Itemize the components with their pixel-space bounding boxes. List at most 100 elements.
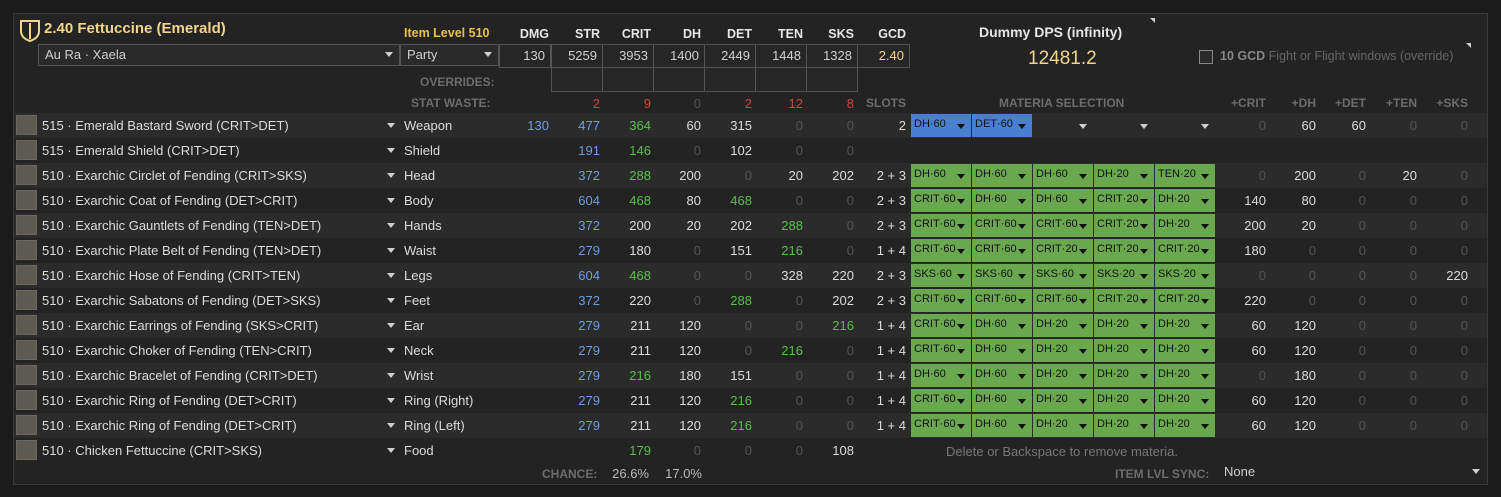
materia-select[interactable]: DH·20 bbox=[1155, 364, 1215, 387]
materia-select[interactable]: CRIT·60 bbox=[972, 239, 1032, 262]
materia-select[interactable]: DH·60 bbox=[972, 364, 1032, 387]
materia-select[interactable]: DH·60 bbox=[972, 414, 1032, 437]
materia-select[interactable]: DH·20 bbox=[1155, 339, 1215, 362]
override-input-sks[interactable] bbox=[806, 68, 858, 92]
materia-select[interactable]: DH·20 bbox=[1094, 164, 1154, 187]
materia-select[interactable]: DH·20 bbox=[1033, 414, 1093, 437]
materia-select[interactable]: DH·60 bbox=[1033, 164, 1093, 187]
chevron-down-icon[interactable] bbox=[387, 348, 395, 353]
materia-select[interactable]: DH·60 bbox=[911, 364, 971, 387]
materia-select[interactable]: DH·20 bbox=[1033, 314, 1093, 337]
materia-select[interactable]: DH·60 bbox=[972, 164, 1032, 187]
materia-select[interactable]: CRIT·20 bbox=[1094, 239, 1154, 262]
chevron-down-icon[interactable] bbox=[387, 248, 395, 253]
materia-select[interactable]: CRIT·20 bbox=[1094, 214, 1154, 237]
materia-select[interactable]: DH·60 bbox=[911, 164, 971, 187]
materia-select[interactable]: TEN·20 bbox=[1155, 164, 1215, 187]
item-name-select[interactable]: 510 · Exarchic Coat of Fending (DET>CRIT… bbox=[42, 193, 298, 208]
override-input-str[interactable] bbox=[551, 68, 603, 92]
materia-select[interactable]: SKS·20 bbox=[1094, 264, 1154, 287]
materia-select[interactable]: CRIT·60 bbox=[972, 214, 1032, 237]
materia-select[interactable]: CRIT·60 bbox=[911, 389, 971, 412]
chevron-down-icon[interactable] bbox=[387, 423, 395, 428]
item-name-select[interactable]: 510 · Exarchic Ring of Fending (DET>CRIT… bbox=[42, 393, 297, 408]
materia-select[interactable]: DH·20 bbox=[1033, 339, 1093, 362]
chevron-down-icon[interactable] bbox=[387, 198, 395, 203]
materia-select[interactable]: CRIT·60 bbox=[911, 414, 971, 437]
chevron-down-icon[interactable] bbox=[387, 373, 395, 378]
item-name-select[interactable]: 510 · Chicken Fettuccine (CRIT>SKS) bbox=[42, 443, 262, 458]
materia-select[interactable]: CRIT·60 bbox=[911, 314, 971, 337]
item-name-select[interactable]: 510 · Exarchic Circlet of Fending (CRIT>… bbox=[42, 168, 307, 183]
materia-select[interactable]: CRIT·60 bbox=[911, 214, 971, 237]
party-select[interactable]: Party bbox=[400, 44, 499, 66]
item-level-sync-select[interactable]: None bbox=[1218, 462, 1486, 484]
gcd-override-checkbox[interactable] bbox=[1199, 50, 1213, 64]
materia-select[interactable]: SKS·20 bbox=[1155, 264, 1215, 287]
materia-select[interactable]: DH·20 bbox=[1155, 314, 1215, 337]
materia-select[interactable]: CRIT·20 bbox=[1094, 289, 1154, 312]
item-name-select[interactable]: 510 · Exarchic Plate Belt of Fending (TE… bbox=[42, 243, 322, 258]
materia-select[interactable]: DH·20 bbox=[1033, 364, 1093, 387]
materia-select[interactable]: DH·20 bbox=[1155, 389, 1215, 412]
item-name-select[interactable]: 515 · Emerald Bastard Sword (CRIT>DET) bbox=[42, 118, 289, 133]
materia-select[interactable]: CRIT·60 bbox=[911, 289, 971, 312]
item-name-select[interactable]: 510 · Exarchic Ring of Fending (DET>CRIT… bbox=[42, 418, 297, 433]
override-input-crit[interactable] bbox=[602, 68, 654, 92]
materia-select[interactable]: SKS·60 bbox=[1033, 264, 1093, 287]
materia-select[interactable]: DH·60 bbox=[972, 339, 1032, 362]
chevron-down-icon[interactable] bbox=[387, 173, 395, 178]
item-name-select[interactable]: 510 · Exarchic Bracelet of Fending (CRIT… bbox=[42, 368, 318, 383]
override-input-dh[interactable] bbox=[653, 68, 705, 92]
materia-select[interactable]: CRIT·20 bbox=[1155, 239, 1215, 262]
materia-select[interactable]: SKS·60 bbox=[911, 264, 971, 287]
item-name-select[interactable]: 515 · Emerald Shield (CRIT>DET) bbox=[42, 143, 240, 158]
race-select[interactable]: Au Ra · Xaela bbox=[38, 44, 400, 66]
chevron-down-icon[interactable] bbox=[387, 148, 395, 153]
materia-select[interactable]: DH·60 bbox=[1033, 189, 1093, 212]
materia-select[interactable] bbox=[1155, 114, 1215, 137]
materia-select[interactable]: DH·20 bbox=[1155, 189, 1215, 212]
materia-select[interactable]: CRIT·20 bbox=[1094, 189, 1154, 212]
materia-select[interactable]: CRIT·60 bbox=[1033, 214, 1093, 237]
item-name-select[interactable]: 510 · Exarchic Sabatons of Fending (DET>… bbox=[42, 293, 321, 308]
materia-select[interactable]: DET·60 bbox=[972, 114, 1032, 137]
materia-select[interactable]: DH·20 bbox=[1155, 214, 1215, 237]
item-name-select[interactable]: 510 · Exarchic Earrings of Fending (SKS>… bbox=[42, 318, 319, 333]
chevron-down-icon[interactable] bbox=[387, 448, 395, 453]
set-title[interactable]: 2.40 Fettuccine (Emerald) bbox=[44, 20, 226, 37]
materia-select[interactable]: CRIT·20 bbox=[1033, 239, 1093, 262]
materia-select[interactable]: DH·20 bbox=[1094, 314, 1154, 337]
materia-select[interactable]: DH·20 bbox=[1033, 389, 1093, 412]
materia-select[interactable]: CRIT·60 bbox=[911, 339, 971, 362]
chevron-down-icon[interactable] bbox=[387, 323, 395, 328]
chevron-down-icon[interactable] bbox=[387, 273, 395, 278]
gcd-override-label[interactable]: 10 GCD Fight or Flight windows (override… bbox=[1220, 49, 1453, 63]
materia-select[interactable]: DH·20 bbox=[1094, 414, 1154, 437]
materia-select[interactable]: CRIT·60 bbox=[911, 189, 971, 212]
chevron-down-icon[interactable] bbox=[387, 223, 395, 228]
chevron-down-icon[interactable] bbox=[387, 298, 395, 303]
override-input-det[interactable] bbox=[704, 68, 756, 92]
materia-select[interactable]: DH·20 bbox=[1094, 389, 1154, 412]
materia-select[interactable]: DH·60 bbox=[972, 314, 1032, 337]
materia-select[interactable]: DH·20 bbox=[1094, 364, 1154, 387]
materia-select[interactable]: CRIT·60 bbox=[1033, 289, 1093, 312]
materia-select[interactable]: CRIT·20 bbox=[1155, 289, 1215, 312]
item-name-select[interactable]: 510 · Exarchic Gauntlets of Fending (TEN… bbox=[42, 218, 322, 233]
chevron-down-icon[interactable] bbox=[387, 123, 395, 128]
materia-select[interactable]: DH·60 bbox=[911, 114, 971, 137]
materia-select[interactable]: SKS·60 bbox=[972, 264, 1032, 287]
materia-select[interactable]: DH·60 bbox=[972, 389, 1032, 412]
override-input-ten[interactable] bbox=[755, 68, 807, 92]
materia-select[interactable] bbox=[1094, 114, 1154, 137]
chevron-down-icon[interactable] bbox=[387, 398, 395, 403]
materia-select[interactable] bbox=[1033, 114, 1093, 137]
item-name-select[interactable]: 510 · Exarchic Hose of Fending (CRIT>TEN… bbox=[42, 268, 301, 283]
materia-select[interactable]: CRIT·60 bbox=[972, 289, 1032, 312]
materia-select[interactable]: DH·60 bbox=[972, 189, 1032, 212]
item-name-select[interactable]: 510 · Exarchic Choker of Fending (TEN>CR… bbox=[42, 343, 312, 358]
materia-select[interactable]: DH·20 bbox=[1094, 339, 1154, 362]
materia-select[interactable]: DH·20 bbox=[1155, 414, 1215, 437]
materia-select[interactable]: CRIT·60 bbox=[911, 239, 971, 262]
